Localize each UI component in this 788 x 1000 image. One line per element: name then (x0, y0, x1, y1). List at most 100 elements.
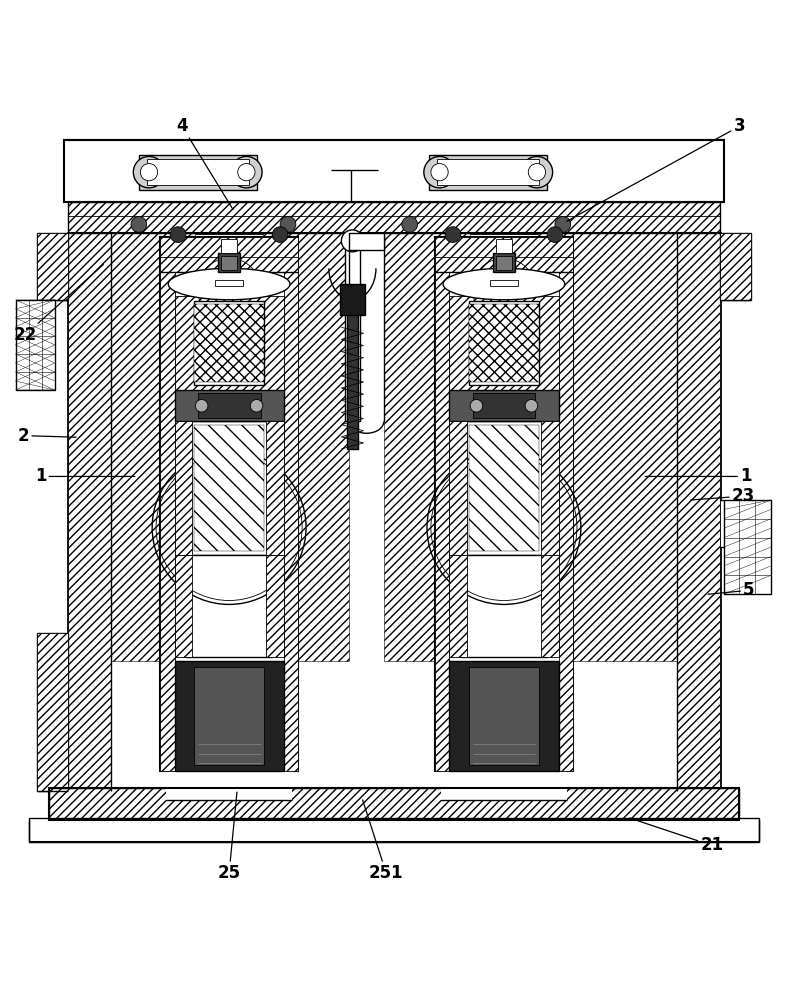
Bar (161, 237, 298, 771)
Bar (435, 237, 573, 771)
Bar (139, 155, 257, 190)
Bar (147, 159, 249, 185)
Circle shape (470, 399, 483, 412)
Bar (349, 233, 384, 250)
Bar (37, 633, 68, 791)
Bar (194, 667, 265, 765)
Circle shape (341, 230, 363, 252)
Bar (68, 202, 720, 233)
Bar (720, 500, 724, 547)
Circle shape (424, 156, 455, 188)
Ellipse shape (169, 268, 290, 300)
Text: 1: 1 (645, 467, 752, 485)
Bar (49, 788, 739, 820)
Bar (37, 233, 68, 300)
Text: 5: 5 (708, 581, 755, 599)
Bar (16, 300, 55, 390)
Circle shape (528, 164, 545, 181)
Bar (449, 296, 559, 390)
Bar (493, 253, 515, 272)
Circle shape (281, 217, 296, 232)
Bar (677, 233, 720, 791)
Bar (541, 421, 559, 555)
Circle shape (140, 164, 158, 181)
Bar (435, 237, 573, 272)
Bar (37, 633, 68, 791)
Bar (449, 390, 559, 421)
Text: 4: 4 (177, 117, 233, 209)
Text: 251: 251 (362, 800, 403, 882)
Bar (347, 315, 358, 449)
Bar (441, 762, 567, 800)
Bar (174, 555, 191, 657)
Circle shape (231, 156, 262, 188)
Bar (469, 425, 539, 551)
Circle shape (170, 227, 186, 242)
Bar (538, 233, 677, 661)
Text: 22: 22 (13, 264, 103, 344)
Bar (174, 661, 284, 771)
Bar (559, 237, 573, 771)
Bar (449, 555, 466, 657)
Text: 3: 3 (567, 117, 745, 221)
Bar (194, 301, 265, 385)
Bar (284, 237, 298, 771)
Bar (198, 393, 261, 418)
Circle shape (133, 156, 165, 188)
Bar (166, 762, 292, 800)
Bar (449, 661, 559, 771)
Bar (490, 280, 518, 286)
Bar (437, 159, 539, 185)
Bar (221, 256, 237, 270)
Bar (174, 390, 284, 421)
Bar (266, 555, 284, 657)
Bar (161, 237, 298, 272)
Bar (174, 421, 191, 555)
Bar (340, 284, 365, 315)
Bar (429, 155, 547, 190)
Bar (461, 421, 547, 555)
Circle shape (251, 399, 263, 412)
Bar (344, 241, 360, 421)
Bar (496, 256, 511, 270)
Bar (194, 425, 265, 551)
Bar (68, 233, 111, 791)
Bar (111, 233, 195, 661)
Bar (68, 233, 720, 791)
Bar (496, 239, 511, 253)
Ellipse shape (166, 762, 292, 838)
Bar (473, 393, 535, 418)
Bar (724, 500, 771, 594)
Text: 2: 2 (17, 427, 76, 445)
Bar (266, 421, 284, 555)
Circle shape (445, 227, 461, 242)
Bar (194, 304, 265, 382)
Text: 23: 23 (691, 487, 755, 505)
Bar (469, 301, 539, 385)
Bar (174, 296, 284, 390)
Circle shape (547, 227, 563, 242)
Bar (29, 818, 759, 842)
Bar (541, 555, 559, 657)
Circle shape (521, 156, 552, 188)
Bar (461, 555, 547, 657)
Circle shape (525, 399, 537, 412)
Circle shape (402, 217, 418, 232)
Bar (469, 667, 539, 765)
Circle shape (555, 217, 571, 232)
Bar (384, 233, 470, 661)
Bar (64, 140, 724, 202)
Bar (469, 304, 539, 382)
Text: 25: 25 (217, 792, 240, 882)
Bar (720, 233, 751, 300)
Ellipse shape (443, 268, 565, 300)
Bar (161, 237, 174, 771)
Bar (221, 239, 237, 253)
Text: 21: 21 (630, 818, 723, 854)
Text: 1: 1 (35, 467, 135, 485)
Bar (720, 233, 751, 300)
Bar (37, 233, 68, 300)
Bar (435, 237, 449, 771)
Circle shape (131, 217, 147, 232)
Circle shape (431, 164, 448, 181)
